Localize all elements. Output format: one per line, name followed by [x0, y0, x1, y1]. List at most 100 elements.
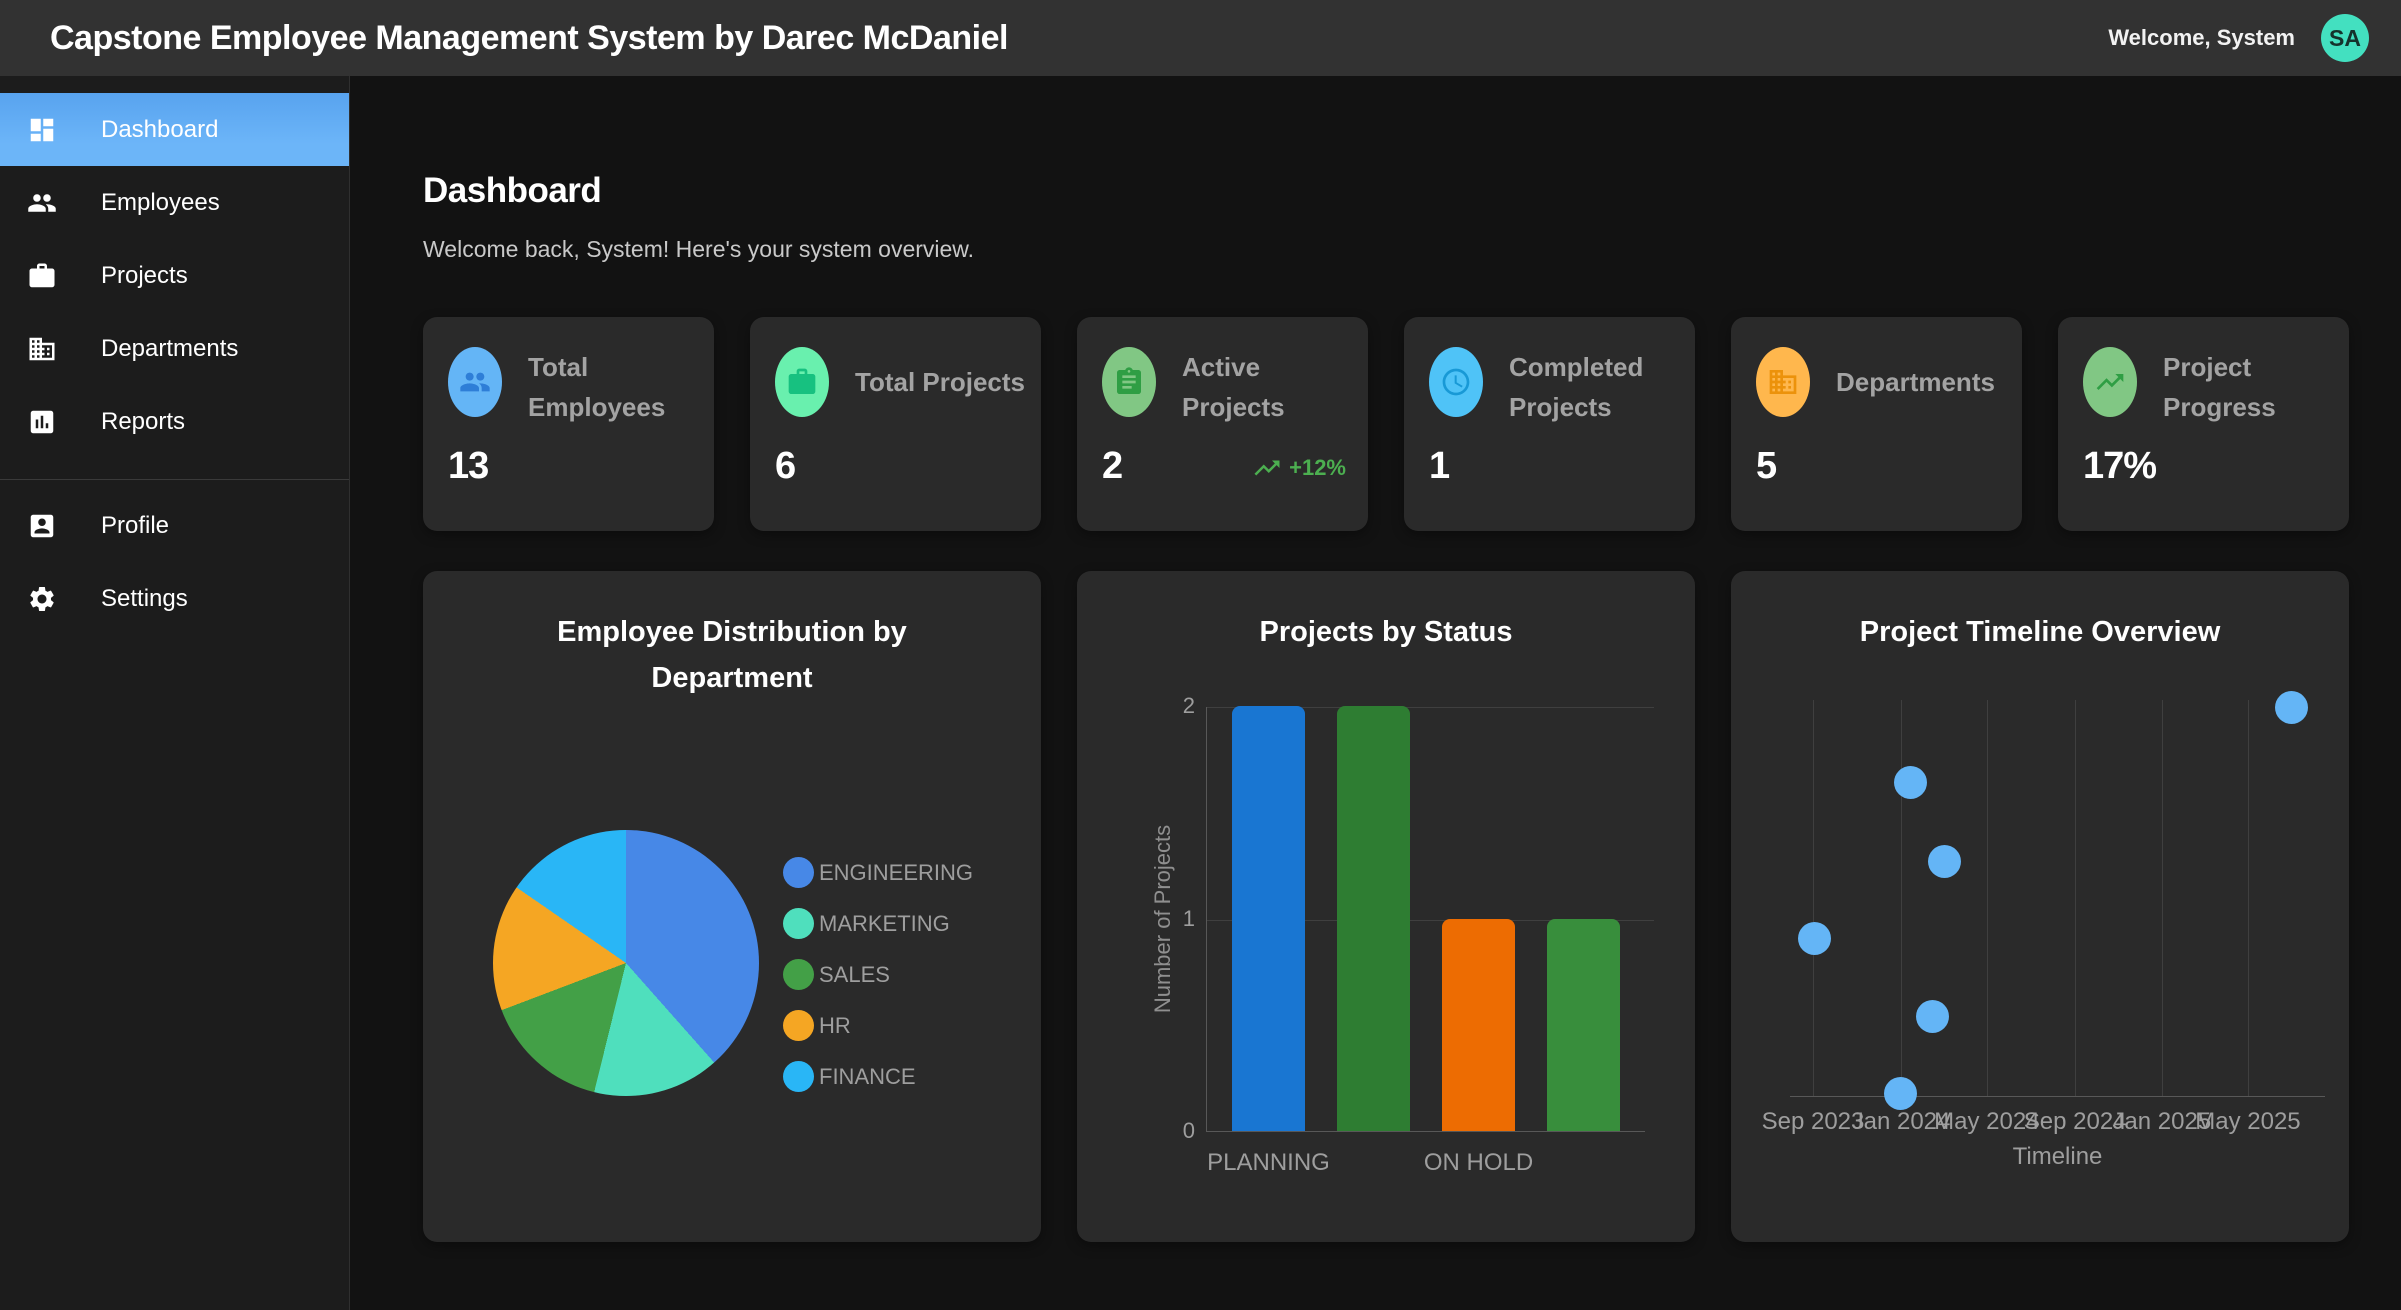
main-content: Dashboard Welcome back, System! Here's y… — [350, 76, 2401, 1310]
scatter-chart-x-tick-label: Sep 2024 — [2023, 1108, 2127, 1135]
legend-item-finance: FINANCE — [783, 1051, 973, 1102]
stat-card-departments: Departments 5 — [1731, 317, 2022, 531]
stats-row: Total Employees 13 Total Projects 6 Active P… — [423, 317, 2349, 531]
stat-card-trend: +12% — [1252, 453, 1346, 483]
sidebar-item-settings[interactable]: Settings — [0, 562, 349, 635]
bar-chart-y-tick-label: 2 — [1182, 693, 1195, 718]
bar-chart-y-tick-label: 1 — [1182, 905, 1195, 931]
sidebar-divider — [0, 479, 349, 480]
scatter-chart-gridline — [2075, 700, 2077, 1096]
stat-card-value: 13 — [448, 445, 489, 487]
sidebar-item-label: Employees — [101, 188, 220, 216]
page-title: Dashboard — [423, 171, 602, 210]
scatter-chart-plot-area: Timeline Sep 2023 Jan 2024 May 2024 Sep 202… — [1762, 690, 2325, 1170]
stat-card-header: Active Projects — [1182, 347, 1354, 427]
app-title: Capstone Employee Management System by D… — [50, 18, 1008, 57]
scatter-chart-title: Project Timeline Overview — [1859, 616, 2221, 648]
settings-icon — [30, 586, 54, 611]
pie-legend: ENGINEERING MARKETING SALES HR FINANCE — [783, 847, 973, 1102]
domain-icon — [1769, 370, 1797, 394]
stat-card-header: Departments — [1836, 347, 2008, 417]
stat-card-value: 1 — [1429, 445, 1450, 487]
bar-chart-gridline — [1207, 919, 1654, 921]
stat-card-label: Departments — [1836, 367, 1995, 397]
bar-chart-plot-area: Number of Projects 0 1 2 PLANNING ON HOLD — [1150, 693, 1654, 1176]
welcome-text: Welcome, System — [2108, 25, 2295, 50]
sidebar-item-label: Projects — [101, 261, 188, 289]
bar-chart-x-tick-label: PLANNING — [1207, 1149, 1330, 1176]
legend-swatch — [783, 1010, 814, 1041]
assignment-icon — [1117, 367, 1141, 394]
sidebar-nav: Dashboard Employees Projects Departments Rep… — [0, 76, 350, 1310]
scatter-chart-x-axis-label: Timeline — [2012, 1143, 2103, 1170]
page-subtitle: Welcome back, System! Here's your system… — [423, 236, 975, 262]
sidebar-item-profile[interactable]: Profile — [0, 489, 349, 562]
legend-label: MARKETING — [819, 910, 950, 936]
scatter-chart-gridline — [1813, 700, 1814, 1096]
legend-item-marketing: MARKETING — [783, 898, 973, 949]
stat-icon-circle — [775, 347, 829, 417]
header-right-group: Welcome, System SA — [2108, 14, 2369, 62]
sidebar-item-employees[interactable]: Employees — [0, 166, 349, 239]
stat-card-header: Completed Projects — [1509, 347, 1681, 427]
scatter-point — [1883, 1076, 1917, 1110]
stat-card-trend-value: +12% — [1289, 455, 1346, 480]
sidebar-item-reports[interactable]: Reports — [0, 385, 349, 458]
legend-label: FINANCE — [819, 1063, 916, 1089]
pie-chart — [493, 830, 759, 1096]
scatter-point — [1916, 1000, 1950, 1034]
stat-card-header: Project Progress — [2163, 347, 2335, 427]
scatter-chart-x-tick-label: May 2025 — [2195, 1108, 2301, 1135]
scatter-point — [1927, 844, 1961, 878]
user-avatar[interactable]: SA — [2321, 14, 2369, 62]
work-icon — [788, 368, 816, 394]
stat-card-completed-projects: Completed Projects 1 — [1404, 317, 1695, 531]
dashboard-icon — [30, 118, 54, 141]
scatter-chart-gridline — [1986, 700, 1988, 1096]
stat-card-label: Completed Projects — [1509, 352, 1644, 422]
pie-chart-card: Employee Distribution by Department ENGI… — [423, 571, 1041, 1242]
stat-card-active-projects: Active Projects 2 +12% — [1077, 317, 1368, 531]
stat-card-value: 6 — [775, 445, 796, 487]
sidebar-item-departments[interactable]: Departments — [0, 312, 349, 385]
stat-icon-circle — [1756, 347, 1810, 417]
scatter-chart-gridline — [2161, 700, 2163, 1096]
stat-card-label: Total Employees — [528, 352, 666, 422]
scatter-point — [1894, 766, 1928, 800]
people-icon — [460, 372, 490, 392]
stat-icon-circle — [448, 347, 502, 417]
stat-card-value: 2 — [1102, 445, 1123, 487]
stat-card-label: Total Projects — [855, 367, 1026, 397]
legend-label: ENGINEERING — [819, 859, 974, 885]
stat-card-label: Active Projects — [1182, 352, 1285, 422]
sidebar-item-dashboard[interactable]: Dashboard — [0, 93, 349, 166]
bar-chart-x-tick-label: ON HOLD — [1423, 1149, 1534, 1176]
legend-label: HR — [819, 1012, 851, 1038]
stat-icon-circle — [1102, 347, 1156, 417]
stat-card-header: Total Projects — [855, 347, 1027, 417]
legend-label: SALES — [819, 961, 890, 987]
people-icon — [28, 193, 56, 212]
scatter-chart-gridline — [1901, 700, 1902, 1096]
schedule-icon — [1442, 368, 1470, 396]
scatter-chart-x-tick-label: Sep 2023 — [1761, 1108, 1865, 1135]
bar-planning — [1232, 706, 1305, 1131]
stat-icon-circle — [1429, 347, 1483, 417]
charts-row: Employee Distribution by Department ENGI… — [423, 571, 2349, 1242]
legend-swatch — [783, 959, 814, 990]
bar-status-4 — [1547, 918, 1620, 1131]
stat-card-project-progress: Project Progress 17% — [2058, 317, 2349, 531]
sidebar-item-projects[interactable]: Projects — [0, 239, 349, 312]
stat-card-label: Project Progress — [2163, 352, 2276, 422]
trending_up-icon — [2096, 374, 2124, 390]
legend-item-sales: SALES — [783, 949, 973, 1000]
stat-card-total-employees: Total Employees 13 — [423, 317, 714, 531]
bar-on-hold — [1442, 918, 1515, 1131]
legend-swatch — [783, 857, 814, 888]
scatter-chart-x-tick-label: May 2024 — [1934, 1108, 2040, 1135]
sidebar-item-label: Reports — [101, 407, 186, 435]
scatter-chart-card: Project Timeline Overview Timeline Sep 2… — [1731, 571, 2349, 1242]
stat-card-value: 5 — [1756, 445, 1777, 487]
legend-swatch — [783, 1061, 814, 1092]
